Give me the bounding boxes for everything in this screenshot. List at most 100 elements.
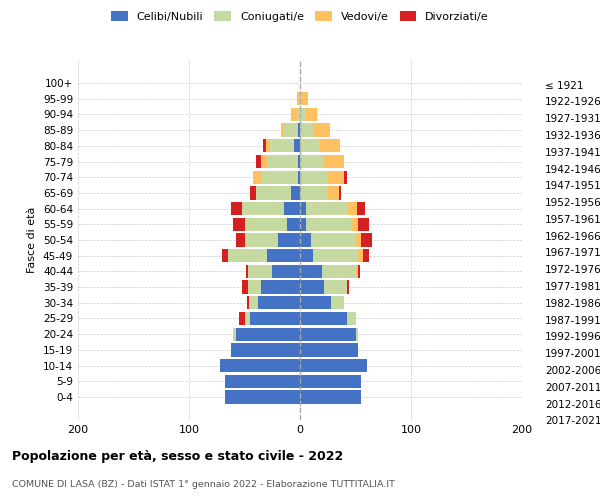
Bar bbox=[268, 178, 305, 192]
Bar bbox=[328, 144, 349, 159]
Bar bbox=[298, 195, 308, 210]
Bar bbox=[322, 128, 339, 142]
Bar bbox=[308, 195, 337, 210]
Bar bbox=[367, 212, 376, 226]
Bar bbox=[322, 262, 368, 276]
Bar bbox=[374, 262, 380, 276]
Bar bbox=[365, 246, 371, 260]
Bar bbox=[307, 94, 308, 108]
Bar bbox=[305, 178, 308, 192]
Bar bbox=[308, 346, 365, 360]
Bar bbox=[308, 111, 313, 126]
Bar bbox=[271, 144, 276, 159]
Bar bbox=[308, 312, 340, 327]
Bar bbox=[356, 330, 365, 344]
Bar bbox=[291, 212, 308, 226]
Bar bbox=[333, 296, 356, 310]
Bar bbox=[308, 144, 328, 159]
Bar bbox=[304, 111, 308, 126]
Bar bbox=[340, 312, 354, 327]
Y-axis label: Fasce di età: Fasce di età bbox=[28, 220, 37, 286]
Bar bbox=[304, 94, 307, 108]
Bar bbox=[365, 346, 368, 360]
Bar bbox=[333, 162, 354, 175]
Bar bbox=[368, 279, 370, 293]
Bar bbox=[253, 296, 267, 310]
Bar bbox=[288, 128, 291, 142]
Bar bbox=[224, 380, 308, 394]
Text: Popolazione per età, sesso e stato civile - 2022: Popolazione per età, sesso e stato civil… bbox=[12, 450, 343, 463]
Bar bbox=[269, 144, 271, 159]
Bar bbox=[310, 94, 316, 108]
Bar bbox=[272, 262, 308, 276]
Bar bbox=[305, 128, 308, 142]
Bar bbox=[365, 279, 368, 293]
Bar bbox=[250, 246, 284, 260]
Bar bbox=[313, 111, 325, 126]
Bar bbox=[284, 246, 308, 260]
Bar bbox=[319, 246, 365, 260]
Bar bbox=[313, 228, 362, 243]
Bar bbox=[261, 162, 267, 175]
Bar bbox=[250, 228, 293, 243]
Bar bbox=[308, 228, 313, 243]
Bar bbox=[368, 228, 380, 243]
Bar bbox=[308, 94, 310, 108]
Bar bbox=[263, 312, 308, 327]
Bar bbox=[293, 228, 308, 243]
Bar bbox=[267, 162, 272, 175]
Bar bbox=[371, 246, 383, 260]
Bar bbox=[250, 330, 255, 344]
Bar bbox=[337, 178, 354, 192]
Bar bbox=[261, 195, 298, 210]
Bar bbox=[308, 380, 377, 394]
Bar bbox=[226, 262, 232, 276]
Bar bbox=[308, 363, 368, 377]
Bar bbox=[331, 279, 365, 293]
Bar bbox=[308, 296, 333, 310]
Text: COMUNE DI LASA (BZ) - Dati ISTAT 1° gennaio 2022 - Elaborazione TUTTITALIA.IT: COMUNE DI LASA (BZ) - Dati ISTAT 1° genn… bbox=[12, 480, 395, 489]
Bar bbox=[238, 228, 250, 243]
Bar bbox=[229, 413, 308, 428]
Bar bbox=[235, 363, 308, 377]
Bar bbox=[240, 346, 308, 360]
Bar bbox=[238, 346, 240, 360]
Bar bbox=[244, 330, 250, 344]
Bar bbox=[302, 144, 308, 159]
Bar bbox=[308, 262, 322, 276]
Bar bbox=[291, 128, 305, 142]
Bar bbox=[298, 111, 304, 126]
Bar bbox=[308, 162, 333, 175]
Bar bbox=[308, 178, 337, 192]
Bar bbox=[240, 246, 250, 260]
Bar bbox=[308, 212, 313, 226]
Bar bbox=[255, 195, 261, 210]
Bar bbox=[253, 279, 278, 293]
Bar bbox=[308, 413, 371, 428]
Bar bbox=[368, 262, 374, 276]
Bar bbox=[358, 212, 367, 226]
Bar bbox=[252, 312, 254, 327]
Bar bbox=[254, 312, 263, 327]
Bar bbox=[267, 296, 308, 310]
Bar bbox=[308, 128, 322, 142]
Bar bbox=[308, 330, 356, 344]
Bar bbox=[308, 246, 319, 260]
Bar bbox=[356, 296, 359, 310]
Bar bbox=[235, 212, 247, 226]
Bar bbox=[308, 279, 331, 293]
Bar bbox=[278, 279, 308, 293]
Bar bbox=[247, 296, 253, 310]
Legend: Celibi/Nubili, Coniugati/e, Vedovi/e, Divorziati/e: Celibi/Nubili, Coniugati/e, Vedovi/e, Di… bbox=[108, 8, 492, 25]
Bar bbox=[305, 162, 308, 175]
Bar bbox=[232, 262, 272, 276]
Bar bbox=[272, 162, 305, 175]
Bar bbox=[255, 330, 308, 344]
Bar bbox=[276, 144, 302, 159]
Bar bbox=[251, 279, 253, 293]
Bar bbox=[337, 195, 348, 210]
Bar bbox=[354, 178, 356, 192]
Bar bbox=[259, 178, 268, 192]
Bar bbox=[229, 396, 308, 410]
Bar bbox=[348, 195, 350, 210]
